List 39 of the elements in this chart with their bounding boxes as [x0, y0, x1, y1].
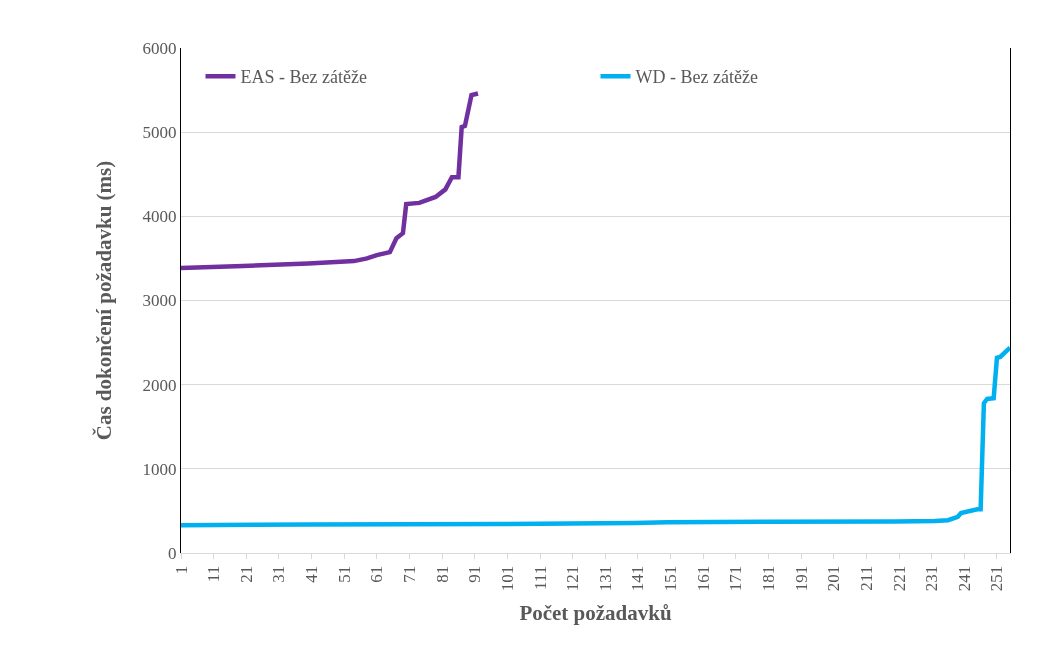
- y-tick-label: 1000: [142, 459, 177, 479]
- line-series: [181, 91, 481, 271]
- y-axis-title: Čas dokončení požadavku (ms): [91, 160, 116, 441]
- x-tick-label: 91: [465, 565, 485, 583]
- x-tick-label: 161: [693, 565, 713, 592]
- line-series: [181, 345, 1010, 528]
- x-tick-label: 51: [334, 565, 354, 583]
- x-tick-label: 251: [987, 565, 1007, 592]
- x-tick-label: 41: [302, 565, 322, 583]
- legend-label: EAS - Bez zátěže: [240, 67, 367, 88]
- y-tick-label: 5000: [142, 123, 177, 143]
- x-tick-label: 221: [889, 565, 909, 592]
- x-tick-label: 241: [954, 565, 974, 592]
- y-tick-label: 3000: [142, 291, 177, 311]
- legend-label: WD - Bez zátěže: [635, 67, 758, 88]
- y-tick-label: 0: [168, 543, 177, 563]
- x-tick-label: 231: [922, 565, 942, 592]
- x-tick-label: 121: [563, 565, 583, 592]
- x-tick-label: 171: [726, 565, 746, 592]
- x-tick-label: 141: [628, 565, 648, 592]
- x-tick-label: 151: [661, 565, 681, 592]
- x-tick-label: 31: [269, 565, 289, 583]
- x-tick-label: 131: [595, 565, 615, 592]
- x-tick-label: 211: [856, 565, 876, 591]
- x-tick-label: 81: [432, 565, 452, 583]
- x-tick-label: 201: [824, 565, 844, 592]
- y-tick-label: 2000: [142, 375, 177, 395]
- x-tick-label: 61: [367, 565, 387, 583]
- x-tick-label: 101: [497, 565, 517, 592]
- x-tick-label: 181: [759, 565, 779, 592]
- x-tick-label: 71: [399, 565, 419, 583]
- y-tick-label: 6000: [142, 38, 177, 58]
- x-axis-title: Počet požadavků: [519, 601, 672, 626]
- x-tick-label: 11: [204, 565, 224, 583]
- x-tick-label: 1: [171, 565, 191, 575]
- x-tick-label: 21: [236, 565, 256, 583]
- y-tick-label: 4000: [142, 207, 177, 227]
- x-tick-label: 111: [530, 565, 550, 591]
- x-tick-label: 191: [791, 565, 811, 592]
